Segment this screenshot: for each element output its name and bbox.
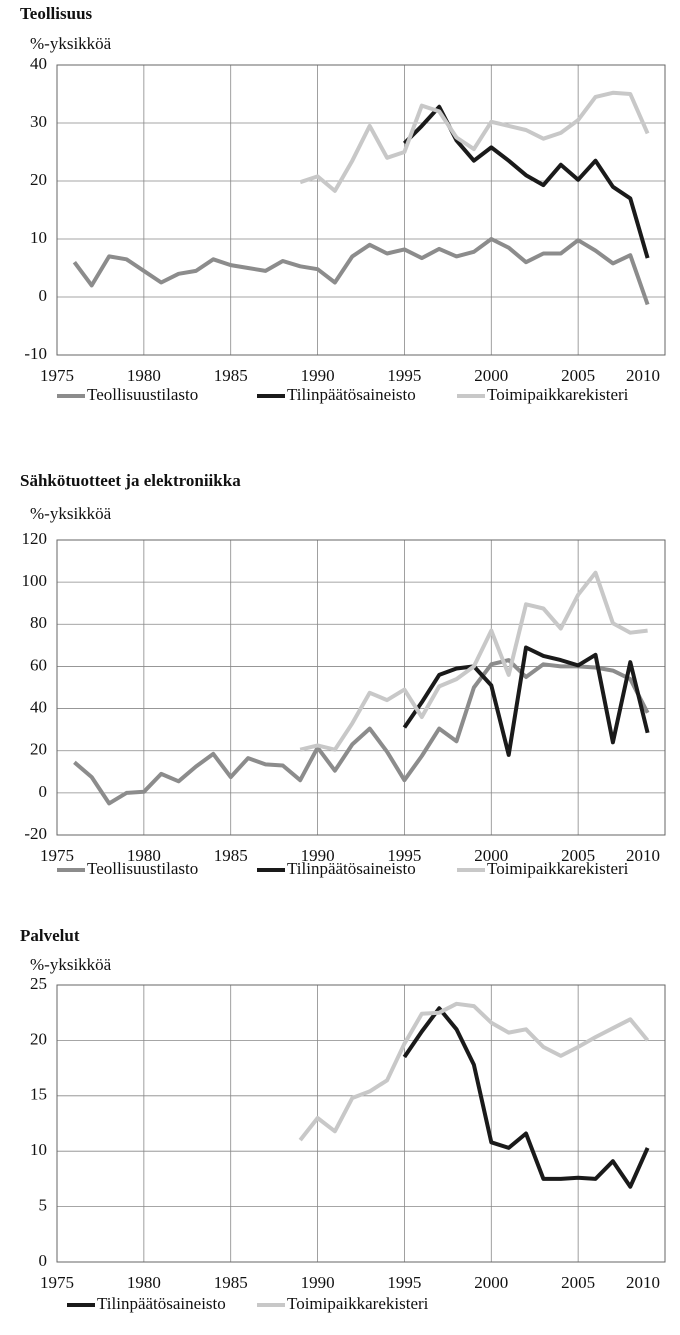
x-tick-label: 1995 [387, 366, 421, 385]
y-tick-label: 5 [39, 1196, 48, 1215]
x-tick-label: 2000 [474, 846, 508, 865]
x-tick-label: 1975 [40, 366, 74, 385]
y-tick-label: 20 [30, 170, 47, 189]
y-tick-label: 20 [30, 740, 47, 759]
legend-label: Tilinpäätösaineisto [97, 1294, 226, 1313]
plot-frame [56, 64, 666, 356]
series-line [299, 570, 648, 752]
legend-label: Toimipaikkarekisteri [287, 1294, 429, 1313]
legend-label: Toimipaikkarekisteri [487, 385, 629, 404]
series-line [402, 1006, 650, 1189]
y-tick-label: -10 [24, 344, 47, 363]
x-tick-label: 2005 [561, 846, 595, 865]
y-tick-label: 0 [39, 1251, 48, 1270]
legend-label: Toimipaikkarekisteri [487, 859, 629, 878]
chart-title: Sähkötuotteet ja elektroniikka [20, 471, 241, 490]
y-tick-label: 80 [30, 613, 47, 632]
plot-frame [56, 539, 666, 836]
legend-label: Teollisuustilasto [87, 385, 198, 404]
y-tick-label: 60 [30, 655, 47, 674]
plot-frame [56, 984, 666, 1263]
chart-title: Teollisuus [20, 4, 93, 23]
x-tick-label: 1985 [214, 1273, 248, 1292]
legend-label: Tilinpäätösaineisto [287, 859, 416, 878]
y-tick-label: 40 [30, 54, 47, 73]
y-tick-label: 15 [30, 1085, 47, 1104]
x-tick-label: 2010 [626, 1273, 660, 1292]
y-tick-label: 10 [30, 1140, 47, 1159]
x-tick-label: 2010 [626, 366, 660, 385]
x-tick-label: 1990 [301, 1273, 335, 1292]
y-tick-label: 0 [39, 782, 48, 801]
y-tick-label: 20 [30, 1029, 47, 1048]
series-line [72, 237, 650, 306]
x-tick-label: 1995 [387, 1273, 421, 1292]
x-tick-label: 1980 [127, 846, 161, 865]
x-tick-label: 1975 [40, 1273, 74, 1292]
y-axis-label: %-yksikköä [30, 504, 112, 523]
y-tick-label: 30 [30, 112, 47, 131]
x-tick-label: 2010 [626, 846, 660, 865]
y-tick-label: 25 [30, 974, 47, 993]
x-tick-label: 1980 [127, 366, 161, 385]
series-line [298, 1001, 650, 1142]
x-tick-label: 1985 [214, 366, 248, 385]
x-tick-label: 1990 [301, 846, 335, 865]
y-tick-label: 120 [22, 529, 48, 548]
series-line [402, 645, 650, 757]
y-tick-label: 40 [30, 697, 47, 716]
series-line [299, 90, 650, 193]
y-axis-label: %-yksikköä [30, 34, 112, 53]
x-tick-label: 1995 [387, 846, 421, 865]
x-tick-label: 2005 [561, 1273, 595, 1292]
series-line [73, 658, 650, 806]
x-tick-label: 1980 [127, 1273, 161, 1292]
legend-label: Teollisuustilasto [87, 859, 198, 878]
y-tick-label: 10 [30, 228, 47, 247]
chart-title: Palvelut [20, 926, 80, 945]
x-tick-label: 2000 [474, 1273, 508, 1292]
x-tick-label: 1975 [40, 846, 74, 865]
y-tick-label: 0 [39, 286, 48, 305]
y-tick-label: -20 [24, 824, 47, 843]
x-tick-label: 2005 [561, 366, 595, 385]
y-tick-label: 100 [22, 571, 48, 590]
x-tick-label: 2000 [474, 366, 508, 385]
y-axis-label: %-yksikköä [30, 955, 112, 974]
legend-label: Tilinpäätösaineisto [287, 385, 416, 404]
x-tick-label: 1985 [214, 846, 248, 865]
x-tick-label: 1990 [301, 366, 335, 385]
